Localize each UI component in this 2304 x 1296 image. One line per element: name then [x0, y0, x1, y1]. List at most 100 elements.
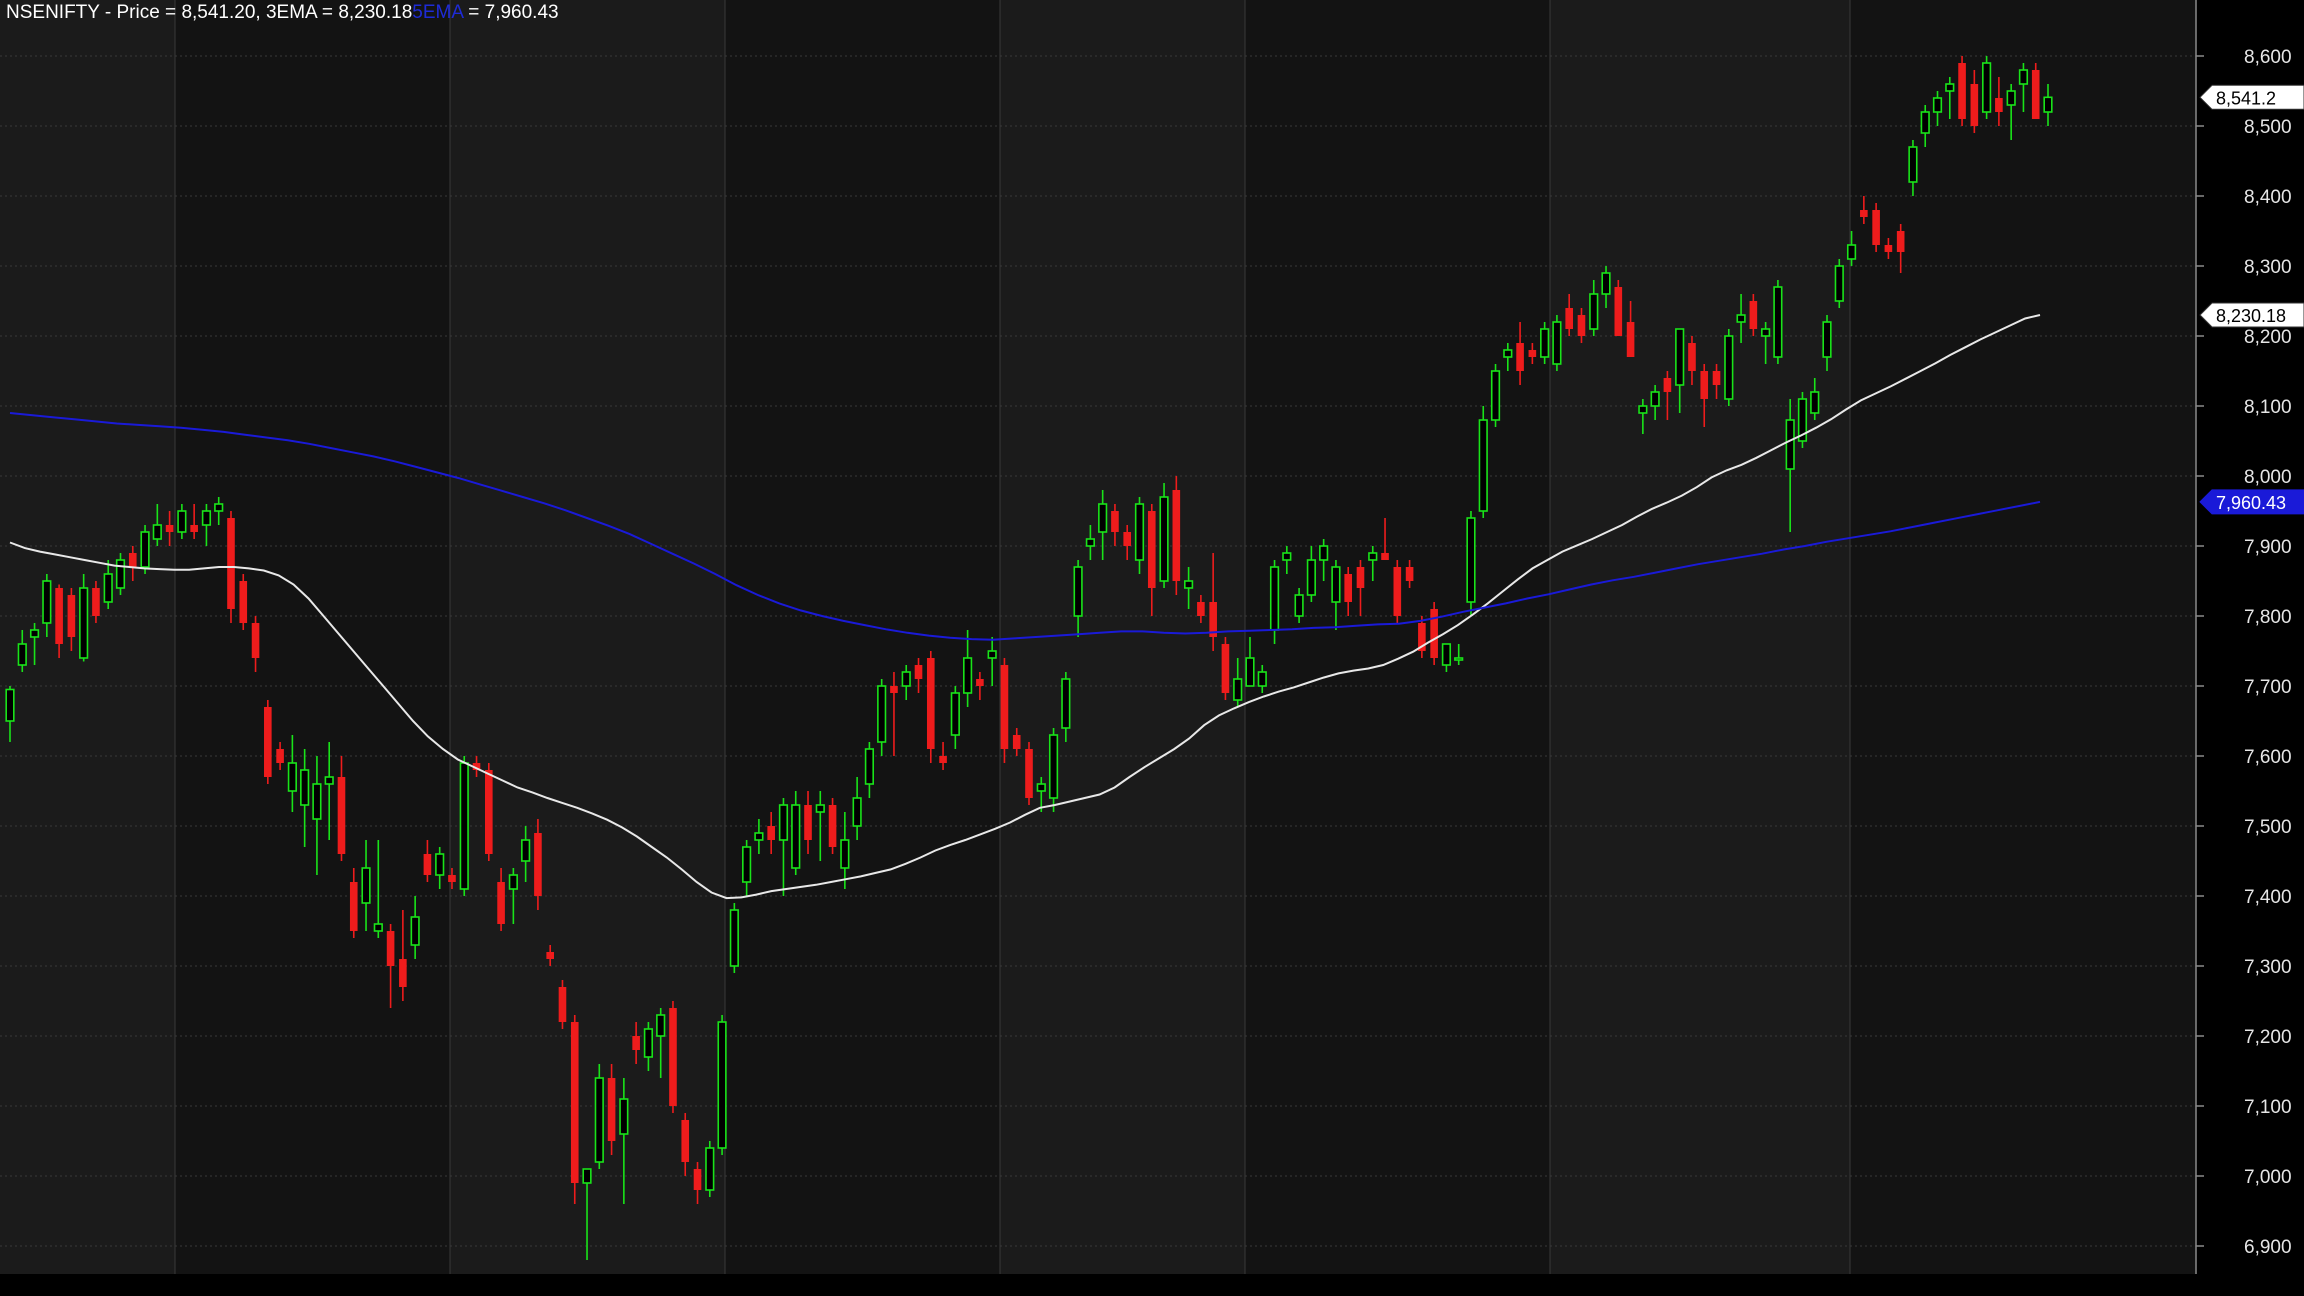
- candle-body: [42, 580, 52, 624]
- candle-body: [1589, 293, 1599, 330]
- flag-label: 8,541.2: [2216, 88, 2276, 108]
- y-tick-label: 8,300: [2244, 257, 2292, 278]
- candle-body: [1724, 335, 1734, 400]
- candle-body: [386, 931, 395, 966]
- candle-body: [1736, 314, 1746, 323]
- candle-body: [1540, 328, 1550, 358]
- candle-body: [177, 510, 187, 533]
- candle-body: [1172, 490, 1181, 581]
- candle-body: [950, 692, 960, 736]
- candle-body: [1834, 265, 1844, 302]
- candle-body: [804, 805, 812, 840]
- candle-body: [534, 833, 542, 896]
- candle-body: [1245, 657, 1255, 687]
- candle-body: [901, 671, 911, 687]
- ema2-eq: =: [462, 2, 485, 23]
- y-tick-label: 7,700: [2244, 677, 2292, 698]
- candle-body: [1418, 623, 1426, 651]
- candle-body: [742, 846, 752, 883]
- y-tick-label: 7,600: [2244, 747, 2292, 768]
- candle-body: [1945, 83, 1955, 92]
- candle-body: [1846, 244, 1857, 260]
- candle-body: [767, 826, 775, 840]
- candle-body: [1675, 328, 1685, 386]
- candle-body: [435, 853, 445, 876]
- candle-body: [1331, 566, 1341, 603]
- candle-body: [508, 874, 518, 890]
- candle-body: [1221, 644, 1230, 693]
- candle-body: [2031, 70, 2040, 119]
- candle-body: [815, 804, 825, 813]
- ema-fast-line: [9, 314, 2041, 900]
- candle-body: [1797, 398, 1808, 442]
- candle-body: [681, 1120, 690, 1162]
- candle-body: [1663, 378, 1672, 392]
- y-axis: 6,900 7,000 7,100 7,200 7,300 7,400 7,500 7,600…: [2195, 0, 2304, 1274]
- y-tick-label: 6,900: [2244, 1237, 2292, 1258]
- candle-body: [1147, 511, 1156, 588]
- candle-body: [1061, 678, 1071, 729]
- background-band: [1850, 0, 2196, 1274]
- candle-body: [1000, 665, 1009, 749]
- candle-body: [582, 1168, 592, 1184]
- y-tick-label: 7,200: [2244, 1027, 2292, 1048]
- candle-body: [926, 658, 935, 749]
- candle-body: [227, 518, 235, 609]
- background-band: [1550, 0, 1850, 1274]
- candle-body: [1306, 559, 1316, 596]
- candle-body: [1012, 735, 1021, 749]
- chart-title: NSENIFTY - Price = 8,541.20, 3EMA = 8,23…: [6, 2, 559, 24]
- axis-background: [2196, 0, 2304, 1274]
- candle-body: [29, 629, 40, 638]
- candle-body: [877, 685, 887, 743]
- candle-body: [1995, 98, 2003, 112]
- candle-body: [5, 688, 15, 722]
- candle-body: [312, 783, 322, 820]
- candle-body: [1884, 245, 1893, 252]
- candle-body: [1430, 609, 1438, 658]
- candle-body: [1785, 419, 1795, 470]
- background-band: [1245, 0, 1550, 1274]
- candle-body: [1197, 602, 1205, 616]
- candle-body: [1344, 574, 1353, 602]
- ema1-value: 8,230.18: [338, 2, 413, 23]
- y-tick-label: 8,200: [2244, 327, 2292, 348]
- candle-body: [558, 987, 567, 1022]
- candle-body: [1393, 567, 1402, 616]
- candle-body: [1860, 210, 1868, 217]
- candle-body: [152, 524, 162, 540]
- candle-body: [1761, 328, 1771, 337]
- background-band: [175, 0, 450, 1274]
- candle-body: [190, 525, 198, 532]
- candle-body: [1134, 503, 1145, 561]
- candle-body: [594, 1077, 604, 1163]
- candle-body: [1516, 343, 1524, 371]
- background-band: [450, 0, 725, 1274]
- candle-body: [2006, 90, 2016, 106]
- candle-body: [1908, 146, 1918, 183]
- candle-body: [705, 1147, 715, 1191]
- candle-body: [1601, 272, 1611, 295]
- ema-fast-flag: 8,230.18: [2199, 302, 2304, 328]
- flag-label: 7,960.43: [2216, 493, 2286, 513]
- candle-body: [1626, 322, 1635, 357]
- candle-body: [349, 882, 358, 931]
- candle-body: [214, 503, 224, 512]
- candle-body: [1565, 308, 1573, 329]
- candle-body: [828, 805, 837, 847]
- candle-body: [1490, 370, 1501, 421]
- candle-body: [140, 531, 150, 568]
- flag-shape: [2199, 302, 2304, 328]
- candle-body: [115, 559, 126, 589]
- candle-body: [656, 1014, 666, 1037]
- candle-body: [448, 875, 456, 882]
- candle-body: [1356, 567, 1365, 588]
- y-tick-label: 7,000: [2244, 1167, 2292, 1188]
- candle-body: [1872, 210, 1880, 245]
- gridlines: [0, 55, 2196, 1247]
- candle-body: [1650, 391, 1660, 407]
- candle-body: [840, 839, 850, 869]
- candle-body: [79, 587, 89, 659]
- candle-body: [1528, 350, 1537, 357]
